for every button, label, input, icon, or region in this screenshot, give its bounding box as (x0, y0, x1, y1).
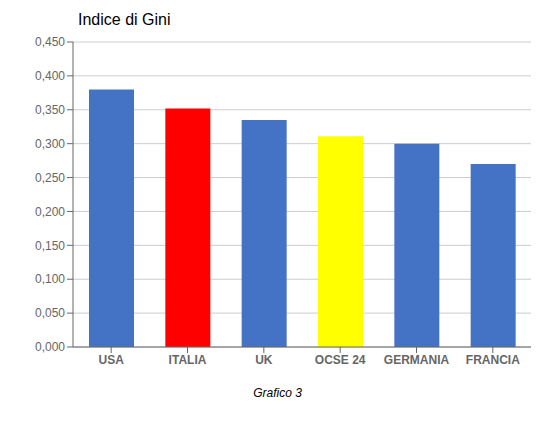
svg-text:0,400: 0,400 (35, 69, 65, 83)
svg-text:ITALIA: ITALIA (169, 353, 207, 367)
svg-text:0,100: 0,100 (35, 272, 65, 286)
svg-text:USA: USA (98, 353, 124, 367)
svg-text:0,000: 0,000 (35, 340, 65, 354)
svg-text:GERMANIA: GERMANIA (384, 353, 450, 367)
svg-text:0,150: 0,150 (35, 239, 65, 253)
svg-text:FRANCIA: FRANCIA (466, 353, 520, 367)
svg-text:0,300: 0,300 (35, 137, 65, 151)
svg-text:OCSE 24: OCSE 24 (315, 353, 366, 367)
html-text:Grafico 3: Grafico 3 (253, 386, 302, 400)
svg-text:0,450: 0,450 (35, 35, 65, 49)
svg-text:0,350: 0,350 (35, 103, 65, 117)
svg-text:0,050: 0,050 (35, 306, 65, 320)
svg-text:UK: UK (255, 353, 273, 367)
svg-text:0,200: 0,200 (35, 205, 65, 219)
html-text:Indice di Gini: Indice di Gini (78, 11, 171, 28)
svg-text:0,250: 0,250 (35, 171, 65, 185)
